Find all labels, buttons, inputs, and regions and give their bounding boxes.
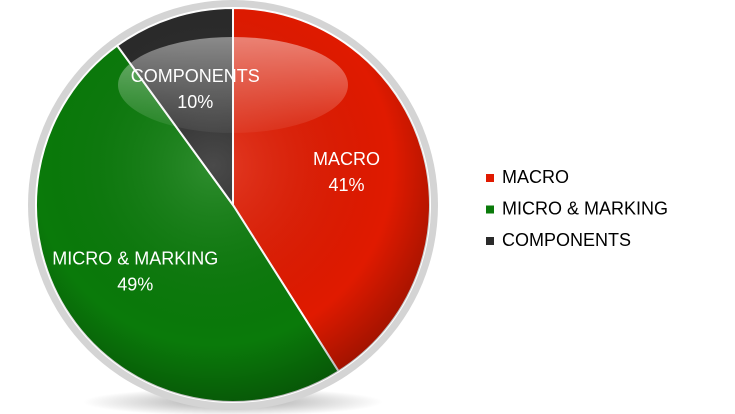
legend-label: MACRO bbox=[502, 167, 569, 187]
slice-label: MICRO & MARKING 49% bbox=[52, 248, 218, 294]
slice-value: 49% bbox=[117, 274, 153, 294]
legend-label: COMPONENTS bbox=[502, 230, 631, 250]
slice-category: COMPONENTS bbox=[131, 66, 260, 86]
slice-category: MACRO bbox=[313, 149, 380, 169]
legend-swatch bbox=[486, 205, 494, 214]
slice-label: COMPONENTS 10% bbox=[131, 66, 260, 112]
slice-category: MICRO & MARKING bbox=[52, 248, 218, 268]
slice-label: MACRO 41% bbox=[313, 149, 380, 195]
slice-value: 10% bbox=[177, 92, 213, 112]
slice-value: 41% bbox=[328, 175, 364, 195]
legend-swatch bbox=[486, 237, 494, 245]
legend-label: MICRO & MARKING bbox=[502, 198, 668, 218]
legend-swatch bbox=[486, 174, 494, 182]
